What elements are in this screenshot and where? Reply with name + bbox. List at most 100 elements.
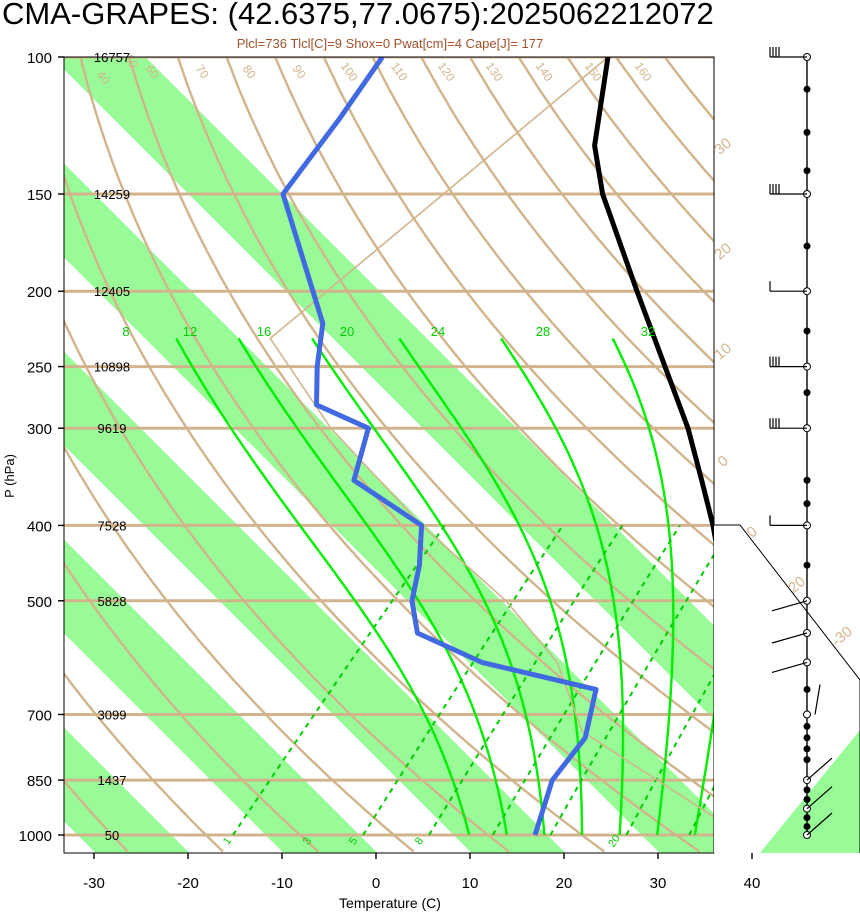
y-tick-label: 400 [27,518,52,535]
y-tick-label: 200 [27,284,52,301]
wind-barb-shaft [814,684,821,715]
dry-adiabat [273,57,714,609]
mixing-ratio-line [491,524,681,836]
x-tick-label: 40 [744,875,761,892]
moist-adiabat-label: 20 [340,324,354,339]
dry-adiabat [176,57,714,734]
dry-adiabat-label: 90 [290,62,309,81]
isotherm-label: 30 [711,135,735,159]
dry-adiabat [64,671,224,853]
moist-adiabat-label: 12 [183,324,197,339]
wind-level-marker [803,710,811,719]
dry-adiabat-label: 120 [435,59,458,84]
dry-adiabat-label: 110 [388,60,411,84]
dry-adiabat [64,561,319,853]
y-axis-label: P (hPa) [2,454,17,498]
height-label: 5828 [98,594,127,609]
y-tick-label: 1000 [19,828,52,845]
wind-level-dot [803,822,811,830]
dry-adiabat-label: 130 [483,59,506,84]
moist-adiabat [237,337,508,836]
height-label: 14259 [94,187,130,202]
y-tick-label: 700 [27,707,52,724]
x-tick-label: -30 [83,875,105,892]
wind-barb-shaft [806,757,833,781]
wind-barb-shaft [806,812,833,836]
isotherm-label: 10 [711,340,735,364]
isotherm-label: 0 [714,452,731,470]
mixing-ratio-label: 5 [347,835,360,847]
isotherm-band [64,351,566,853]
height-label: 50 [105,828,119,843]
wind-panel-bg [714,525,860,853]
mixing-ratio-line [688,784,714,836]
wind-level-dot [803,685,811,693]
wind-level-dot [803,795,811,803]
wind-barb-shaft [771,632,808,644]
height-label: 3099 [98,707,127,722]
dry-adiabat-label: 70 [193,62,212,81]
height-label: 12405 [94,284,130,299]
wind-level-dot [803,500,811,508]
wind-level-dot [803,756,811,764]
mixing-ratio-label: 1 [221,835,234,847]
moist-adiabat-label: 32 [641,324,655,339]
wind-level-dot [803,786,811,794]
x-tick-label: -20 [177,875,199,892]
y-tick-label: 250 [27,360,52,377]
chart-title: CMA-GRAPES: (42.6375,77.0675):2025062212… [2,0,714,31]
dry-adiabat [322,57,714,547]
y-tick-label: 500 [27,594,52,611]
isobar-lines [64,57,714,837]
dry-adiabat [64,444,415,853]
height-label: 7528 [98,518,127,533]
dry-adiabat [420,57,714,425]
y-tick-label: 300 [27,421,52,438]
wind-level-dot [803,128,811,136]
x-axis-label: Temperature (C) [339,895,441,911]
dry-adiabat-label: 140 [533,59,556,84]
plot-frame [63,56,715,854]
moist-adiabat [175,337,471,836]
dry-adiabat [371,57,714,486]
dry-adiabat-label: 80 [240,62,259,81]
x-tick-label: 30 [650,875,667,892]
parcel-curve [269,57,714,818]
wind-level-dot [803,734,811,742]
y-tick-label: 150 [27,187,52,204]
sounding-profiles [269,57,714,836]
moist-adiabat-label: 16 [257,324,271,339]
mixing-ratio-line [232,524,446,836]
x-tick-label: 10 [462,875,479,892]
wind-level-dot [803,561,811,569]
moist-adiabat-label: 28 [536,324,550,339]
dry-adiabat [225,57,714,671]
moist-adiabat-label: 8 [122,324,129,339]
wind-level-dot [803,722,811,730]
wind-level-dot [803,476,811,484]
moist-adiabat [500,337,625,836]
mixing-ratio-label: 20 [606,833,623,850]
wind-level-dot [803,242,811,250]
dry-adiabat [64,172,605,853]
x-tick-label: 0 [372,875,380,892]
mixing-ratio-line [549,552,714,836]
x-tick-label: -10 [271,875,293,892]
wind-level-dot [803,85,811,93]
height-label: 9619 [98,421,127,436]
chart-subtitle: Plcl=736 Tlcl[C]=9 Shox=0 Pwat[cm]=4 Cap… [236,36,544,51]
wind-level-dot [803,814,811,822]
mixing-ratio-line [428,524,624,836]
wind-level-dot [803,167,811,175]
wind-level-dot [803,327,811,335]
mixing-ratio-label: 8 [413,835,426,847]
wind-level-dot [803,389,811,397]
dewpoint-curve [280,57,599,836]
wind-barb-shaft [806,786,833,810]
y-tick-label: 100 [27,50,52,67]
height-label: 16757 [94,50,130,65]
mixing-ratio-line [625,673,714,836]
temperature-curve [592,57,714,545]
